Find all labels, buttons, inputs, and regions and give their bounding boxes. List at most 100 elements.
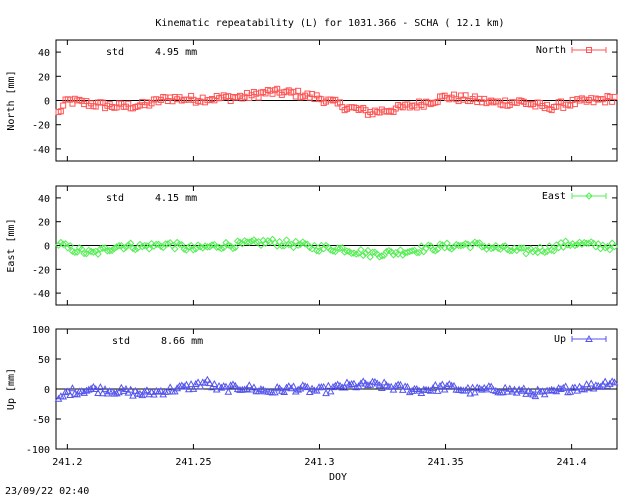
y-axis-label-east: East [mm] [6, 218, 17, 272]
data-point-east [301, 240, 309, 248]
y-tick-label-up: 100 [32, 325, 50, 336]
data-point-east [131, 245, 139, 254]
y-axis-label-north: North [mm] [6, 70, 17, 130]
legend-marker-up [585, 334, 593, 342]
data-point-up [66, 390, 74, 398]
data-point-up [294, 385, 302, 393]
data-point-up [440, 385, 449, 393]
data-point-east [171, 245, 179, 253]
data-point-up [438, 380, 447, 388]
data-point-up [224, 387, 233, 395]
data-point-up [210, 379, 219, 387]
legend-east: East [542, 191, 607, 202]
data-point-east [478, 243, 486, 251]
y-tick-label-up: -50 [32, 415, 50, 426]
data-point-east [164, 240, 172, 248]
data-point-east [357, 245, 365, 254]
data-point-east [524, 246, 533, 254]
data-point-up [164, 387, 172, 395]
data-point-up [415, 386, 423, 394]
data-point-up [573, 386, 582, 394]
data-point-east [431, 247, 440, 255]
data-point-east [529, 248, 537, 256]
data-point-up [559, 383, 568, 391]
data-point-up [478, 385, 486, 393]
data-point-east [461, 240, 470, 248]
data-point-east [285, 240, 293, 249]
data-point-up [115, 388, 123, 396]
data-point-up [468, 383, 477, 391]
data-point-up [191, 379, 200, 388]
data-point-up [350, 379, 358, 387]
data-point-up [131, 386, 140, 394]
timestamp-footer: 23/09/22 02:40 [5, 486, 89, 496]
data-point-east [185, 243, 193, 251]
data-point-up [391, 381, 400, 390]
data-point-up [610, 378, 619, 386]
data-point-east [94, 250, 102, 258]
data-point-east [352, 250, 360, 258]
data-point-east [506, 246, 514, 255]
data-point-up [184, 385, 193, 393]
data-point-up [98, 389, 107, 397]
x-tick-label: 241.2 [52, 457, 82, 468]
data-point-up [498, 388, 507, 396]
y-tick-label-east: 0 [44, 242, 50, 253]
data-point-up [68, 384, 77, 392]
data-point-east [80, 249, 88, 258]
data-point-up [324, 381, 333, 389]
data-point-up [566, 387, 575, 395]
data-point-up [464, 383, 472, 391]
y-tick-label-north: 20 [38, 72, 50, 83]
data-point-east [175, 240, 184, 249]
data-point-up [154, 387, 163, 395]
data-point-up [205, 379, 214, 387]
data-point-east [99, 244, 107, 252]
y-axis-label-up: Up [mm] [6, 368, 17, 410]
y-tick-label-east: -40 [32, 289, 50, 300]
data-point-up [140, 387, 149, 395]
data-point-up [519, 384, 528, 392]
data-point-east [396, 246, 405, 254]
panel-up: 100 50 0 -50 -100 Up [mm] std 8.66 mm Up [6, 325, 619, 456]
data-point-east [71, 248, 79, 257]
data-point-up [357, 379, 365, 387]
data-point-east [326, 246, 335, 254]
data-point-up [540, 390, 549, 398]
data-point-east [424, 241, 433, 249]
data-point-up [450, 381, 458, 389]
data-point-up [157, 386, 165, 394]
data-point-east [294, 241, 302, 249]
data-point-east [610, 242, 619, 251]
data-point-up [466, 389, 475, 397]
data-point-up [254, 387, 263, 395]
x-tick-label: 241.4 [557, 457, 587, 468]
data-point-up [166, 383, 175, 391]
data-point-up [561, 382, 570, 390]
data-point-up [538, 387, 547, 395]
data-point-east [540, 248, 549, 257]
data-point-up [280, 387, 289, 395]
data-point-east [399, 251, 407, 259]
data-point-east [447, 245, 456, 253]
data-point-east [547, 246, 556, 254]
data-point-up [487, 382, 496, 390]
y-tick-label-north: -40 [32, 145, 50, 156]
data-point-north [462, 92, 469, 99]
data-point-up [126, 385, 135, 393]
legend-up: Up [554, 334, 607, 345]
data-point-east [364, 246, 372, 255]
data-point-east [433, 245, 442, 254]
data-point-east [152, 240, 160, 249]
std-label-north: std [106, 47, 124, 58]
data-point-up [282, 383, 291, 391]
data-point-east [315, 247, 323, 255]
data-point-east [189, 246, 198, 254]
data-point-east [606, 246, 614, 254]
data-point-up [271, 388, 279, 396]
legend-label-north: North [536, 45, 566, 56]
data-point-up [505, 384, 514, 392]
data-point-east [473, 239, 481, 248]
data-point-east [559, 243, 568, 251]
